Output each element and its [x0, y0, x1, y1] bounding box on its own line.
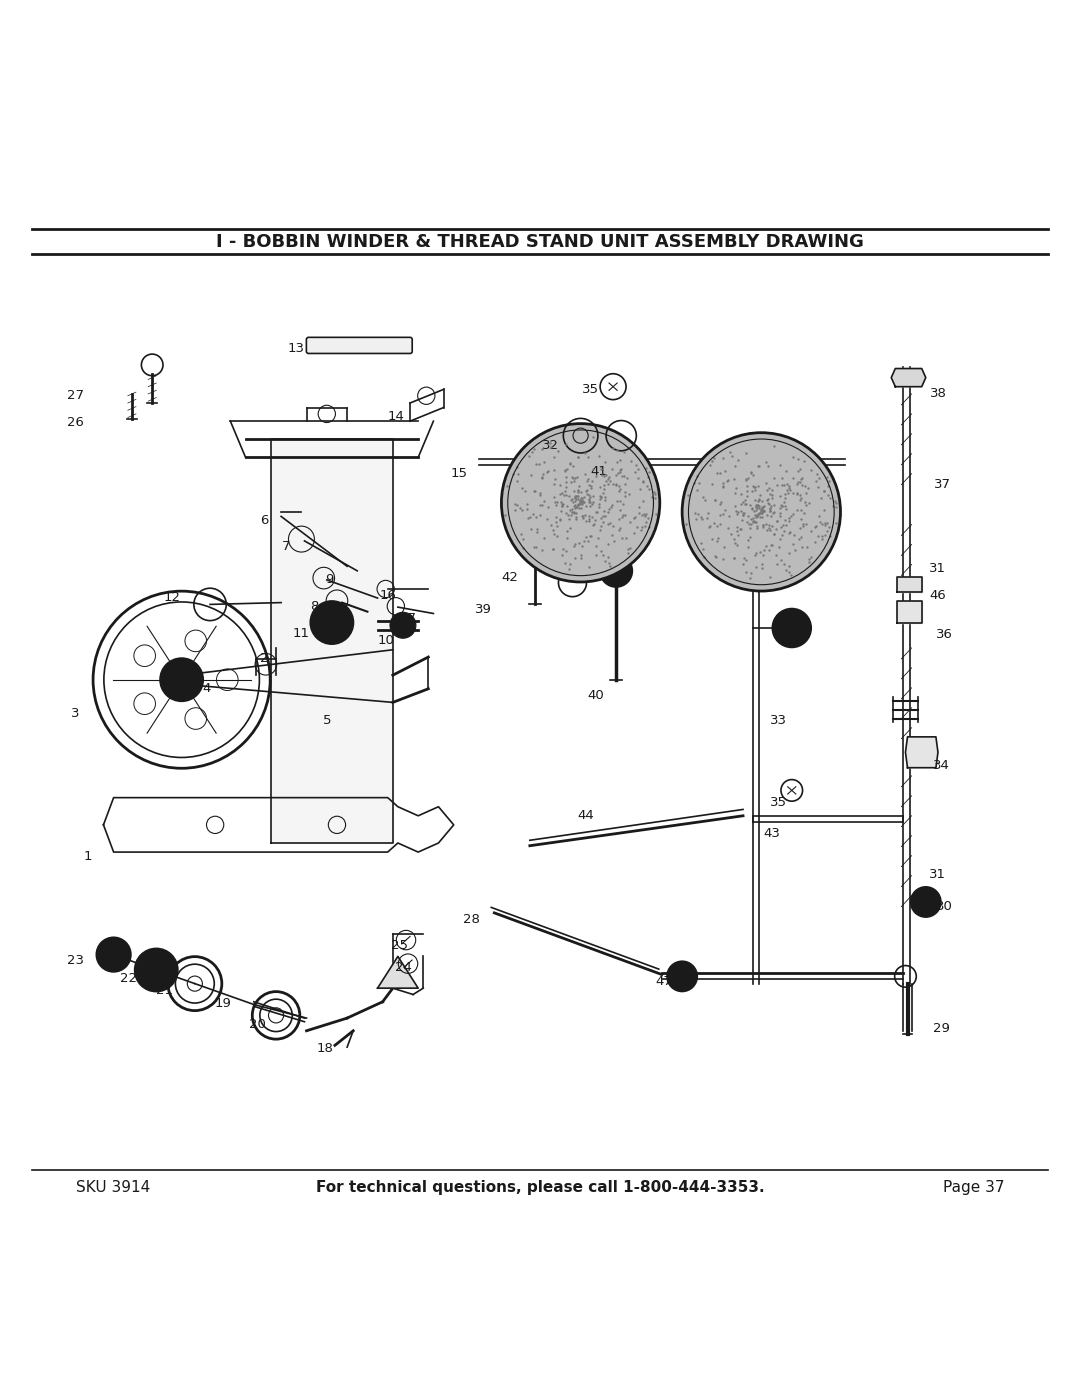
- Circle shape: [390, 612, 416, 638]
- Text: 41: 41: [591, 465, 607, 478]
- Text: 23: 23: [67, 954, 83, 968]
- Circle shape: [683, 433, 840, 591]
- Text: 47: 47: [656, 975, 672, 988]
- Text: SKU 3914: SKU 3914: [76, 1180, 150, 1196]
- Circle shape: [600, 555, 633, 587]
- Circle shape: [667, 961, 698, 992]
- Text: 16: 16: [379, 590, 396, 602]
- Polygon shape: [104, 798, 454, 852]
- Text: For technical questions, please call 1-800-444-3353.: For technical questions, please call 1-8…: [315, 1180, 765, 1196]
- Text: 17: 17: [400, 612, 417, 626]
- Polygon shape: [905, 736, 937, 768]
- Text: 39: 39: [475, 604, 491, 616]
- Circle shape: [135, 949, 178, 992]
- Text: 42: 42: [501, 571, 518, 584]
- Text: 25: 25: [391, 939, 408, 951]
- Text: 26: 26: [67, 416, 83, 429]
- Text: 27: 27: [67, 390, 83, 402]
- Text: 15: 15: [450, 467, 468, 481]
- Text: 28: 28: [462, 912, 480, 926]
- Text: 43: 43: [764, 827, 780, 841]
- Circle shape: [910, 887, 941, 916]
- Circle shape: [310, 601, 353, 644]
- Text: 21: 21: [156, 985, 173, 997]
- Polygon shape: [271, 439, 393, 842]
- Polygon shape: [897, 577, 921, 592]
- Polygon shape: [378, 957, 418, 988]
- Text: 5: 5: [323, 714, 332, 726]
- Text: 22: 22: [120, 972, 137, 985]
- Text: 30: 30: [935, 900, 953, 914]
- Circle shape: [96, 937, 131, 972]
- Text: 2: 2: [259, 652, 268, 665]
- Text: 14: 14: [388, 411, 404, 423]
- Polygon shape: [897, 601, 921, 623]
- Circle shape: [501, 423, 660, 583]
- Text: 31: 31: [930, 562, 946, 574]
- Text: 35: 35: [770, 796, 787, 809]
- Circle shape: [160, 658, 203, 701]
- Text: 33: 33: [770, 714, 787, 726]
- Polygon shape: [891, 369, 926, 387]
- Text: 10: 10: [377, 634, 394, 647]
- Text: 19: 19: [215, 997, 232, 1010]
- Text: 29: 29: [932, 1023, 949, 1035]
- Text: 24: 24: [394, 961, 411, 974]
- Text: 32: 32: [542, 439, 558, 453]
- Text: 8: 8: [310, 599, 319, 613]
- Text: 44: 44: [578, 809, 594, 823]
- Text: I - BOBBIN WINDER & THREAD STAND UNIT ASSEMBLY DRAWING: I - BOBBIN WINDER & THREAD STAND UNIT AS…: [216, 233, 864, 251]
- Text: 34: 34: [932, 760, 949, 773]
- Text: 20: 20: [249, 1018, 266, 1031]
- FancyBboxPatch shape: [307, 337, 413, 353]
- Text: 46: 46: [930, 590, 946, 602]
- Text: 3: 3: [71, 707, 79, 719]
- Text: 7: 7: [282, 539, 291, 553]
- Text: 36: 36: [935, 627, 953, 641]
- Text: 9: 9: [325, 573, 333, 585]
- Text: Page 37: Page 37: [943, 1180, 1004, 1196]
- Text: 18: 18: [316, 1042, 334, 1056]
- Text: 38: 38: [930, 387, 946, 401]
- Text: 40: 40: [588, 689, 604, 701]
- Circle shape: [772, 609, 811, 647]
- Text: 35: 35: [582, 383, 599, 395]
- Text: 4: 4: [203, 682, 212, 696]
- Text: 6: 6: [259, 514, 268, 528]
- Text: 12: 12: [164, 591, 181, 604]
- Text: 13: 13: [288, 342, 305, 355]
- Text: 11: 11: [293, 627, 310, 640]
- Text: 47: 47: [783, 633, 800, 645]
- Text: 1: 1: [84, 851, 93, 863]
- Text: 31: 31: [930, 869, 946, 882]
- Text: 37: 37: [933, 478, 950, 492]
